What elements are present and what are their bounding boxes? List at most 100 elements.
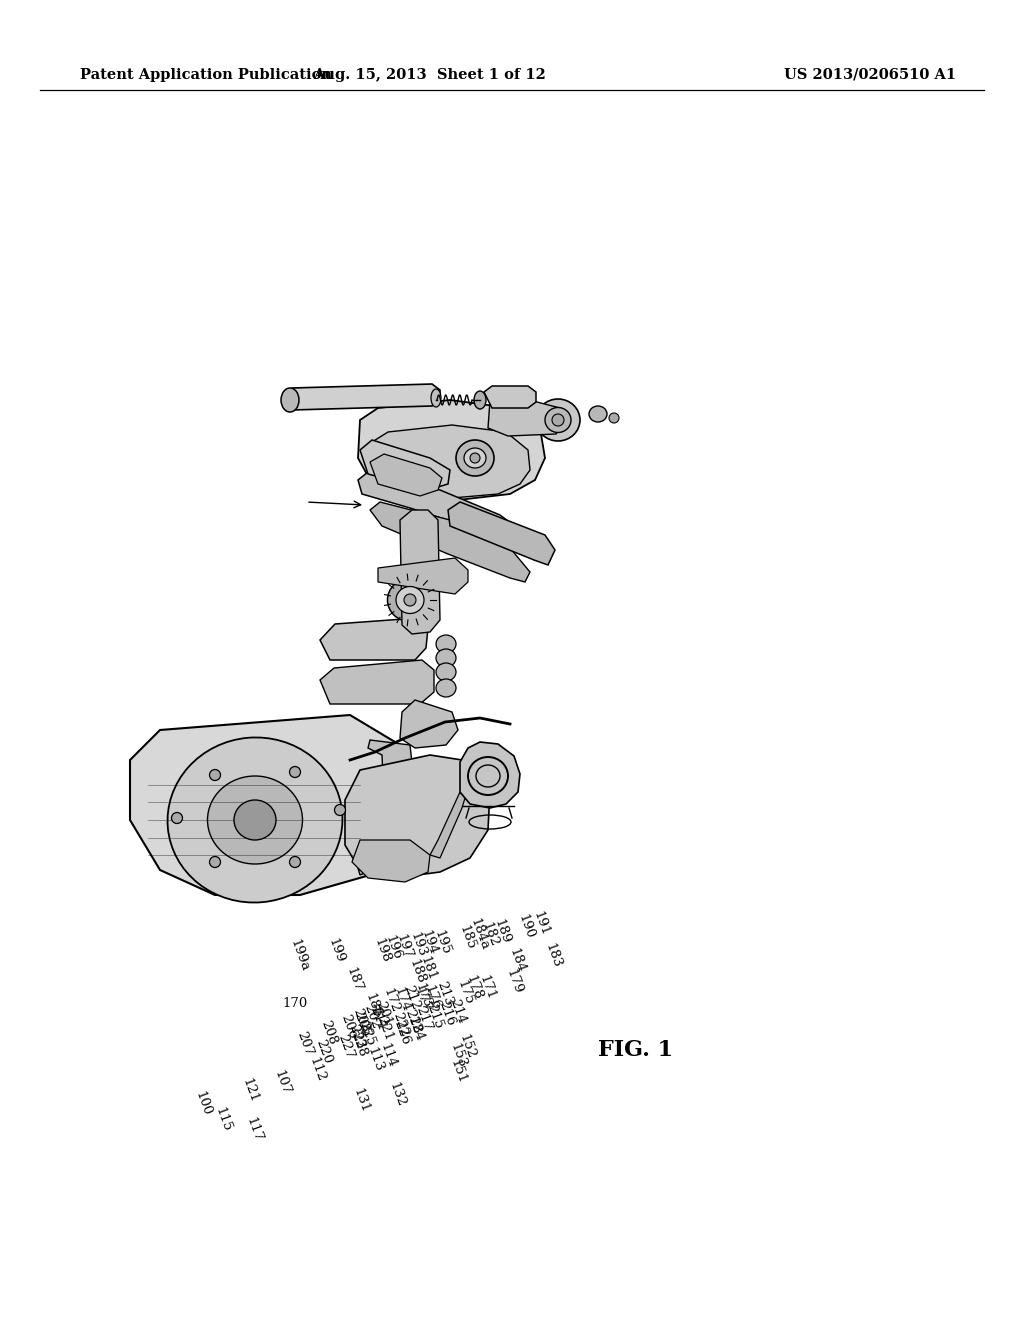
Ellipse shape	[404, 594, 416, 606]
Text: 216: 216	[436, 999, 457, 1028]
Text: 212: 212	[401, 983, 422, 1012]
Ellipse shape	[436, 635, 456, 653]
Text: 115: 115	[213, 1105, 233, 1134]
Text: 100: 100	[193, 1089, 213, 1118]
Polygon shape	[358, 400, 545, 500]
Text: 206: 206	[339, 1012, 359, 1041]
Text: 152: 152	[457, 1032, 477, 1061]
Polygon shape	[370, 454, 442, 496]
Text: 113: 113	[365, 1045, 385, 1074]
Text: 191: 191	[530, 909, 551, 939]
Text: 199: 199	[326, 936, 346, 965]
Ellipse shape	[470, 453, 480, 463]
Ellipse shape	[474, 391, 486, 409]
Ellipse shape	[387, 578, 432, 622]
Text: 224: 224	[406, 1014, 426, 1043]
Ellipse shape	[436, 678, 456, 697]
Text: 207: 207	[295, 1030, 315, 1059]
Ellipse shape	[290, 767, 300, 777]
Polygon shape	[358, 473, 540, 558]
Polygon shape	[130, 715, 410, 895]
Text: 223: 223	[346, 1022, 367, 1051]
Ellipse shape	[589, 407, 607, 422]
Ellipse shape	[210, 770, 220, 780]
Text: 202: 202	[361, 1002, 382, 1031]
Text: 184a: 184a	[468, 917, 490, 952]
Text: 172: 172	[381, 986, 401, 1015]
Text: 195: 195	[432, 928, 453, 957]
Text: 117: 117	[244, 1115, 264, 1144]
Polygon shape	[319, 618, 428, 660]
Text: 177: 177	[412, 985, 432, 1014]
Text: 201: 201	[374, 999, 394, 1028]
Text: FIG. 1: FIG. 1	[598, 1039, 674, 1061]
Ellipse shape	[210, 857, 220, 867]
Ellipse shape	[552, 414, 564, 426]
Text: 178: 178	[464, 973, 484, 1002]
Text: 189: 189	[492, 917, 512, 946]
Ellipse shape	[431, 389, 441, 407]
Polygon shape	[345, 755, 490, 878]
Text: 220: 220	[313, 1038, 334, 1067]
Ellipse shape	[536, 399, 580, 441]
Text: 225: 225	[356, 1019, 377, 1048]
Polygon shape	[400, 510, 440, 634]
Polygon shape	[355, 741, 415, 875]
Text: 199a: 199a	[287, 937, 311, 974]
Text: 194: 194	[419, 928, 439, 957]
Text: 171: 171	[477, 973, 498, 1002]
Text: 185: 185	[457, 923, 477, 952]
Ellipse shape	[290, 857, 300, 867]
Ellipse shape	[396, 586, 424, 614]
Text: 182: 182	[480, 920, 501, 949]
Text: 197: 197	[394, 932, 415, 961]
Text: 179: 179	[504, 968, 524, 997]
Ellipse shape	[456, 440, 494, 477]
Polygon shape	[370, 502, 530, 582]
Text: 213: 213	[434, 979, 455, 1008]
Text: 227: 227	[336, 1032, 356, 1061]
Text: 198: 198	[372, 936, 392, 965]
Text: 186: 186	[362, 991, 383, 1020]
Text: 196: 196	[383, 933, 403, 962]
Ellipse shape	[208, 776, 302, 865]
Polygon shape	[460, 742, 520, 808]
Ellipse shape	[168, 738, 342, 903]
Polygon shape	[372, 425, 530, 498]
Text: 188: 188	[407, 957, 427, 986]
Text: 174: 174	[392, 985, 413, 1014]
Ellipse shape	[234, 800, 276, 840]
Text: 205: 205	[351, 1010, 372, 1039]
Text: 214: 214	[447, 997, 468, 1026]
Text: 228: 228	[348, 1030, 369, 1059]
Text: 132: 132	[387, 1080, 408, 1109]
Text: 107: 107	[271, 1068, 292, 1097]
Text: 176: 176	[422, 983, 442, 1012]
Text: 112: 112	[307, 1055, 328, 1084]
Text: 193: 193	[408, 931, 428, 960]
Polygon shape	[400, 700, 458, 748]
Text: 218: 218	[402, 1007, 423, 1036]
Text: 187: 187	[344, 965, 365, 994]
Text: 211: 211	[368, 1005, 388, 1034]
Ellipse shape	[335, 804, 345, 816]
Polygon shape	[484, 385, 536, 408]
Polygon shape	[378, 558, 468, 594]
Text: 151: 151	[447, 1057, 468, 1086]
Text: US 2013/0206510 A1: US 2013/0206510 A1	[784, 69, 956, 82]
Ellipse shape	[171, 813, 182, 824]
Text: 190: 190	[516, 912, 537, 941]
Ellipse shape	[609, 413, 618, 422]
Text: Patent Application Publication: Patent Application Publication	[80, 69, 332, 82]
Polygon shape	[360, 440, 450, 490]
Ellipse shape	[436, 649, 456, 667]
Polygon shape	[285, 384, 440, 411]
Polygon shape	[430, 792, 465, 858]
Text: 184: 184	[507, 946, 527, 975]
Text: 131: 131	[351, 1086, 372, 1115]
Polygon shape	[319, 660, 434, 704]
Ellipse shape	[464, 447, 486, 469]
Polygon shape	[449, 502, 555, 565]
Text: Aug. 15, 2013  Sheet 1 of 12: Aug. 15, 2013 Sheet 1 of 12	[313, 69, 547, 82]
Text: 173: 173	[413, 981, 433, 1010]
